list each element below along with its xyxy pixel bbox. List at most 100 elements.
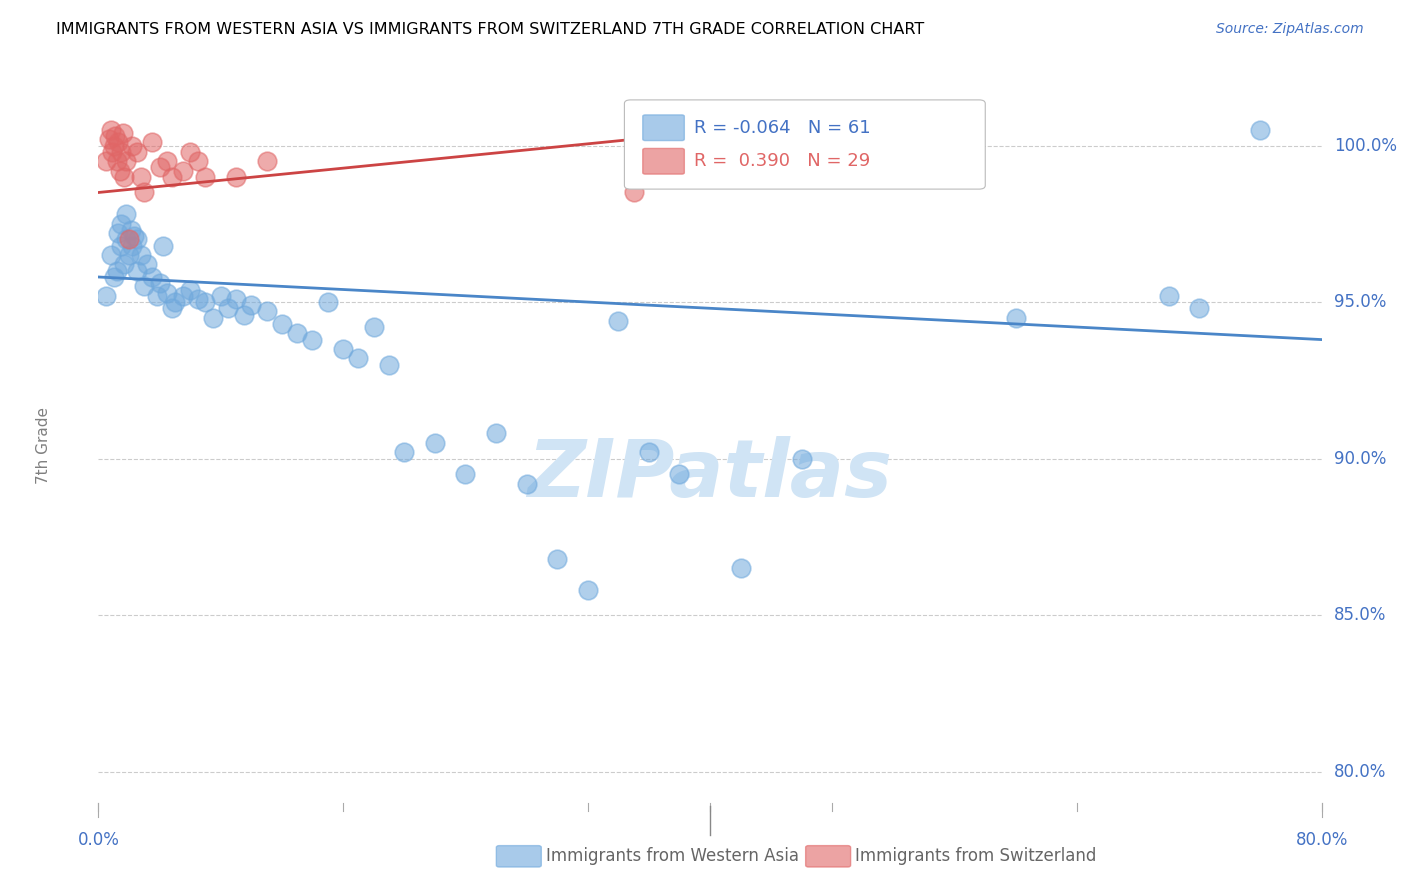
Point	[194, 295, 217, 310]
Point	[1188, 301, 1211, 316]
Point	[332, 342, 354, 356]
Point	[301, 333, 323, 347]
Text: 100.0%: 100.0%	[1334, 136, 1398, 154]
Point	[134, 279, 156, 293]
Point	[141, 270, 163, 285]
Point	[423, 435, 446, 450]
Point	[316, 295, 339, 310]
Point	[107, 136, 129, 150]
Point	[125, 232, 148, 246]
Point	[112, 169, 135, 184]
Point	[100, 123, 122, 137]
Point	[270, 317, 292, 331]
Point	[790, 451, 813, 466]
Point	[1004, 310, 1026, 325]
Point	[121, 138, 143, 153]
Point	[256, 304, 278, 318]
Point	[232, 308, 254, 322]
Point	[112, 257, 135, 271]
Point	[1249, 123, 1271, 137]
Text: 0.0%: 0.0%	[77, 831, 120, 849]
Point	[240, 298, 263, 312]
Point	[172, 289, 194, 303]
Point	[576, 582, 599, 597]
Point	[378, 358, 401, 372]
Point	[454, 467, 477, 482]
Point	[110, 145, 132, 159]
Point	[187, 154, 209, 169]
Point	[94, 154, 117, 169]
Point	[122, 229, 145, 244]
Point	[209, 289, 232, 303]
FancyBboxPatch shape	[643, 115, 685, 141]
Point	[118, 248, 141, 262]
Point	[98, 132, 121, 146]
Point	[121, 238, 143, 252]
Point	[668, 467, 690, 482]
Point	[163, 295, 186, 310]
Point	[100, 248, 122, 262]
Point	[347, 351, 370, 366]
Point	[110, 217, 132, 231]
Point	[225, 169, 247, 184]
Point	[107, 226, 129, 240]
Point	[101, 145, 124, 159]
Text: R =  0.390   N = 29: R = 0.390 N = 29	[695, 153, 870, 170]
FancyBboxPatch shape	[624, 100, 986, 189]
Text: 80.0%: 80.0%	[1334, 763, 1386, 780]
Point	[149, 277, 172, 291]
Point	[202, 310, 225, 325]
Point	[285, 326, 308, 341]
Point	[115, 207, 138, 221]
Point	[141, 136, 163, 150]
Point	[108, 163, 131, 178]
Point	[485, 426, 508, 441]
Point	[623, 186, 645, 200]
Point	[136, 257, 159, 271]
Point	[120, 223, 142, 237]
FancyBboxPatch shape	[643, 148, 685, 174]
Text: 90.0%: 90.0%	[1334, 450, 1386, 467]
Point	[1157, 289, 1180, 303]
Point	[156, 154, 179, 169]
Point	[129, 248, 152, 262]
Point	[118, 232, 141, 246]
Point	[363, 320, 385, 334]
Point	[145, 289, 167, 303]
Text: Immigrants from Switzerland: Immigrants from Switzerland	[855, 847, 1097, 865]
Point	[607, 314, 630, 328]
Point	[156, 285, 179, 300]
Point	[115, 154, 138, 169]
Text: Immigrants from Western Asia: Immigrants from Western Asia	[546, 847, 799, 865]
Point	[160, 301, 183, 316]
Point	[730, 561, 752, 575]
Point	[546, 551, 568, 566]
Point	[104, 129, 127, 144]
Text: IMMIGRANTS FROM WESTERN ASIA VS IMMIGRANTS FROM SWITZERLAND 7TH GRADE CORRELATIO: IMMIGRANTS FROM WESTERN ASIA VS IMMIGRAN…	[56, 22, 925, 37]
Point	[225, 292, 247, 306]
Point	[256, 154, 278, 169]
Point	[194, 169, 217, 184]
Point	[94, 289, 117, 303]
Text: ZIPatlas: ZIPatlas	[527, 435, 893, 514]
Point	[103, 138, 125, 153]
Point	[187, 292, 209, 306]
Point	[172, 163, 194, 178]
Point	[516, 476, 538, 491]
Text: Source: ZipAtlas.com: Source: ZipAtlas.com	[1216, 22, 1364, 37]
Point	[179, 145, 201, 159]
Point	[103, 270, 125, 285]
Point	[115, 232, 138, 246]
Point	[152, 238, 174, 252]
Text: 85.0%: 85.0%	[1334, 606, 1386, 624]
Point	[392, 445, 416, 459]
Point	[217, 301, 239, 316]
Point	[125, 145, 148, 159]
Point	[129, 169, 152, 184]
Point	[125, 264, 148, 278]
Point	[110, 238, 132, 252]
Text: 80.0%: 80.0%	[1295, 831, 1348, 849]
Point	[111, 126, 134, 140]
Point	[105, 264, 128, 278]
Point	[637, 445, 661, 459]
